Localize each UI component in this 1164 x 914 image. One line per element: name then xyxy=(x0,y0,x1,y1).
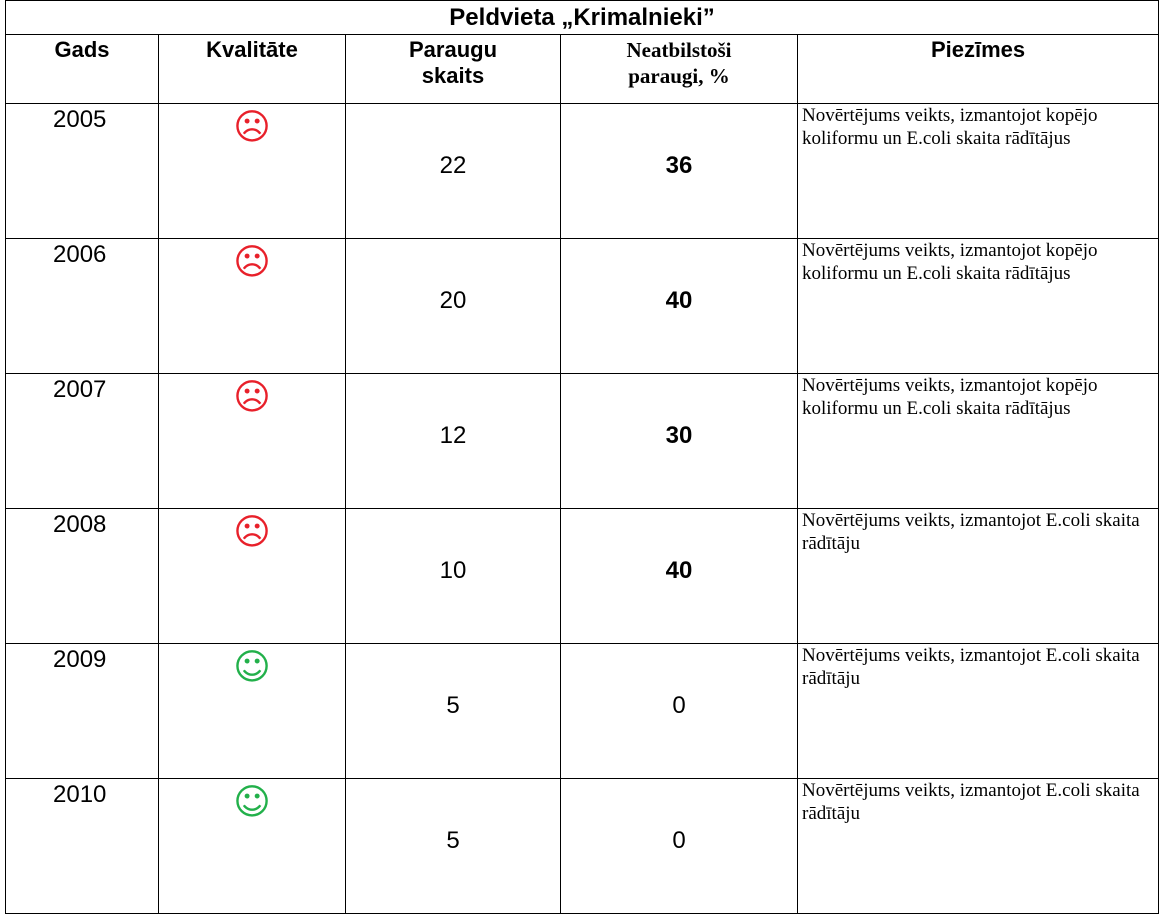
samples-cell: 20 xyxy=(345,238,561,374)
table-title: Peldvieta „Krimalnieki” xyxy=(4,0,1160,35)
quality-icon: ☹ xyxy=(158,508,346,644)
data-row: 2010 ☺ 5 0 Novērtējums veikts, izmantojot E.… xyxy=(5,778,1160,914)
noncompliant-cell: 40 xyxy=(560,508,798,644)
year-cell: 2005 xyxy=(5,103,159,239)
year-cell: 2006 xyxy=(5,238,159,374)
noncompliant-cell: 0 xyxy=(560,778,798,914)
quality-icon: ☺ xyxy=(158,643,346,779)
note-cell: Novērtējums veikts, izmantojot E.coli sk… xyxy=(796,778,1160,914)
year-cell: 2007 xyxy=(5,373,159,509)
note-cell: Novērtējums veikts, izmantojot kopējo ko… xyxy=(796,373,1160,509)
samples-cell: 12 xyxy=(345,373,561,509)
quality-icon: ☹ xyxy=(158,373,346,509)
data-row: 2008 ☹ 10 40 Novērtējums veikts, izmantojot … xyxy=(5,508,1160,644)
table-body: Peldvieta „Krimalnieki” Gads Kvalitāte P… xyxy=(4,0,1160,914)
note-cell: Novērtējums veikts, izmantojot kopējo ko… xyxy=(796,103,1160,239)
year-cell: 2010 xyxy=(5,778,159,914)
header-row: Gads Kvalitāte Paraugu skaits Neatbilsto… xyxy=(5,34,1160,104)
samples-cell: 10 xyxy=(345,508,561,644)
data-row: 2006 ☹ 20 40 Novērtējums veikts, izmantojot … xyxy=(5,238,1160,374)
samples-cell: 22 xyxy=(345,103,561,239)
header-cell: Neatbilstoši paraugi, % xyxy=(560,34,798,104)
data-row: 2005 ☹ 22 36 Novērtējums veikts, izmantojot … xyxy=(5,103,1160,239)
quality-icon: ☹ xyxy=(158,103,346,239)
quality-icon: ☺ xyxy=(158,778,346,914)
data-row: 2009 ☺ 5 0 Novērtējums veikts, izmantojot E.… xyxy=(5,643,1160,779)
year-cell: 2009 xyxy=(5,643,159,779)
header-text: Neatbilstoši paraugi, % xyxy=(626,38,732,88)
header-cell: Piezīmes xyxy=(796,34,1160,104)
title-row: Peldvieta „Krimalnieki” xyxy=(4,0,1160,35)
samples-cell: 5 xyxy=(345,778,561,914)
header-text: Paraugu skaits xyxy=(408,37,498,88)
note-cell: Novērtējums veikts, izmantojot kopējo ko… xyxy=(796,238,1160,374)
noncompliant-cell: 36 xyxy=(560,103,798,239)
samples-cell: 5 xyxy=(345,643,561,779)
note-cell: Novērtējums veikts, izmantojot E.coli sk… xyxy=(796,508,1160,644)
data-row: 2007 ☹ 12 30 Novērtējums veikts, izmantojot … xyxy=(5,373,1160,509)
year-cell: 2008 xyxy=(5,508,159,644)
header-cell: Paraugu skaits xyxy=(345,34,561,104)
noncompliant-cell: 40 xyxy=(560,238,798,374)
header-cell: Gads xyxy=(5,34,159,104)
header-cell: Kvalitāte xyxy=(158,34,346,104)
noncompliant-cell: 30 xyxy=(560,373,798,509)
quality-icon: ☹ xyxy=(158,238,346,374)
quality-table: Peldvieta „Krimalnieki” Gads Kvalitāte P… xyxy=(4,0,1160,914)
noncompliant-cell: 0 xyxy=(560,643,798,779)
note-cell: Novērtējums veikts, izmantojot E.coli sk… xyxy=(796,643,1160,779)
